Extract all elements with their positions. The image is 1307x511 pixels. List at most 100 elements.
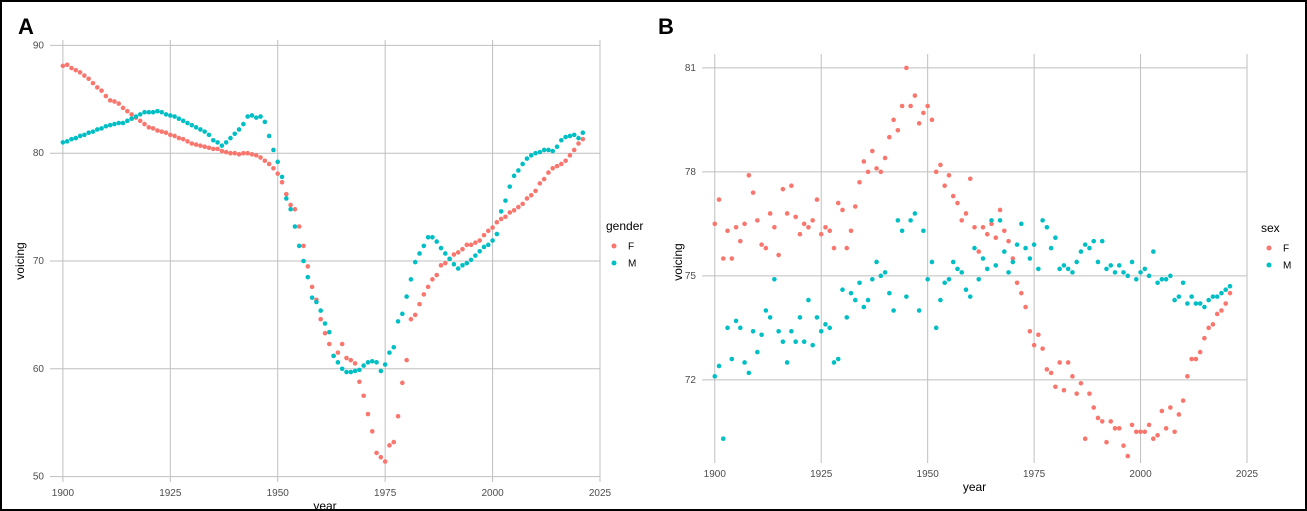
data-point-f [1112,426,1118,431]
data-point-m [129,116,134,121]
data-point-f [559,161,564,167]
data-point-m [933,325,939,331]
data-point-m [827,325,833,331]
data-point-f [206,145,212,151]
data-point-f [253,153,259,158]
data-point-m [1138,270,1143,275]
data-point-m [528,153,534,158]
data-point-m [1087,245,1092,251]
data-point-f [1185,374,1190,379]
data-point-m [716,363,722,369]
data-point-f [391,439,397,445]
data-point-f [908,103,913,109]
data-point-f [810,218,816,223]
data-point-m [1036,266,1041,272]
data-point-f [378,454,384,460]
data-point-f [955,200,960,206]
data-point-m [750,328,756,334]
data-point-m [891,308,896,313]
data-point-m [967,294,973,299]
data-point-m [520,161,525,167]
data-point-m [133,114,139,119]
data-point-m [150,109,156,115]
data-point-m [219,143,225,148]
data-point-m [1189,294,1194,299]
data-point-f [1031,342,1037,348]
data-point-m [554,144,560,150]
chart-panel-a: 1900 1925 1950 1975 2000 2025 50 60 70 80 90 year vo… [13,40,643,509]
data-point-f [823,225,828,230]
data-point-m [1227,283,1233,289]
data-point-f [176,135,182,141]
data-point-f [404,357,409,363]
data-point-f [296,224,302,229]
data-point-m [1010,259,1016,265]
data-point-f [1168,405,1173,410]
data-point-f [77,70,83,75]
data-point-f [335,350,341,355]
data-point-f [99,88,104,93]
data-point-m [90,129,96,134]
y-tick-label: 90 [33,40,45,51]
data-point-m [125,118,130,124]
data-point-f [150,126,156,131]
data-point-m [361,363,366,368]
data-point-f [801,221,807,227]
data-point-f [210,146,216,152]
data-point-f [1223,301,1229,306]
data-point-f [725,228,730,234]
data-point-f [580,136,586,142]
data-point-m [725,325,730,331]
data-point-f [840,207,845,213]
data-point-m [284,196,289,201]
data-point-f [94,85,100,90]
data-point-f [400,380,405,386]
data-point-f [993,235,999,241]
data-point-f [266,161,272,167]
data-point-m [1180,280,1186,286]
data-point-m [810,342,816,348]
data-point-f [767,211,773,216]
data-point-f [60,63,66,69]
data-point-f [202,144,207,150]
data-point-m [253,115,259,120]
data-point-f [1172,429,1177,435]
data-point-f [369,429,375,434]
data-point-f [831,245,837,251]
data-point-m [1031,242,1037,247]
data-point-m [120,120,126,126]
data-point-m [210,137,216,143]
data-point-f [185,139,190,144]
data-point-f [1019,290,1024,296]
data-point-f [729,256,735,261]
data-point-m [262,119,268,125]
data-point-m [541,147,547,153]
data-point-m [1116,263,1122,268]
data-point-f [421,292,427,297]
data-point-m [1176,294,1182,299]
data-point-m [425,234,431,240]
data-point-f [1121,443,1126,448]
data-point-f [189,141,195,146]
data-point-f [1065,360,1071,365]
data-point-f [1155,432,1160,438]
data-point-f [797,231,803,237]
data-point-m [942,280,947,286]
data-point-m [69,136,74,142]
data-point-f [215,146,220,152]
data-point-m [395,319,401,324]
data-point-m [490,238,495,243]
data-point-m [168,113,173,118]
data-point-m [374,360,379,365]
data-point-f [348,357,354,363]
data-point-m [94,127,100,132]
data-point-m [1146,273,1152,279]
legend-label-f: F [628,242,634,253]
data-point-f [861,159,867,164]
data-point-m [921,228,926,234]
data-point-f [733,225,739,230]
data-point-f [963,211,969,216]
data-point-m [60,140,66,145]
data-point-m [1099,238,1105,244]
data-point-m [789,328,794,334]
